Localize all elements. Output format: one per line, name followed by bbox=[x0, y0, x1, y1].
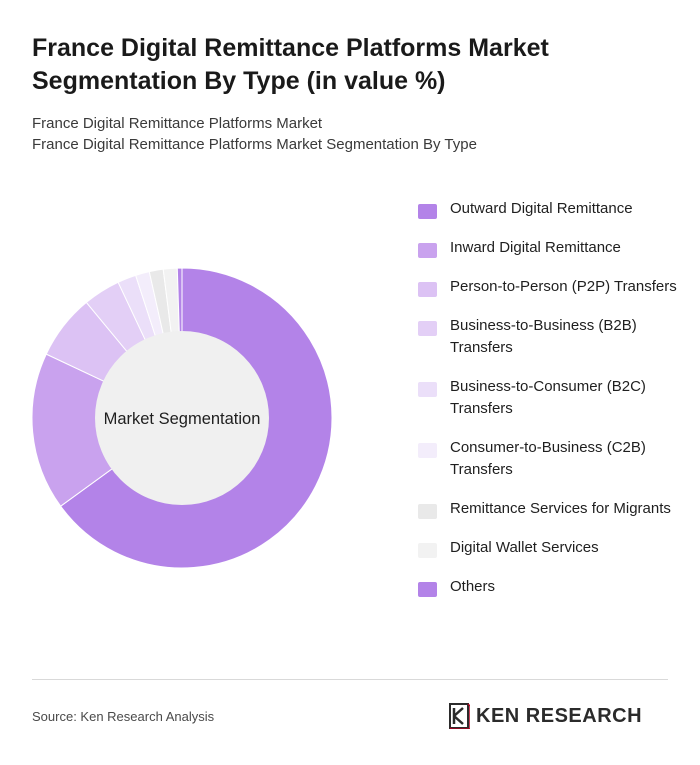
legend-swatch bbox=[418, 382, 437, 397]
legend-swatch bbox=[418, 321, 437, 336]
legend-item: Outward Digital Remittance bbox=[418, 198, 688, 220]
donut-chart: Market Segmentation bbox=[32, 268, 332, 568]
legend-label: Business-to-Consumer (B2C) Transfers bbox=[450, 378, 646, 417]
subtitle-line-market: France Digital Remittance Platforms Mark… bbox=[32, 115, 323, 132]
logo-text: KEN RESEARCH bbox=[476, 704, 643, 727]
legend-swatch bbox=[418, 504, 437, 519]
legend-swatch bbox=[418, 243, 437, 258]
ken-logo-icon bbox=[449, 703, 470, 729]
chart-title: France Digital Remittance Platforms Mark… bbox=[32, 34, 549, 95]
legend-item: Remittance Services for Migrants bbox=[418, 498, 688, 520]
legend-swatch bbox=[418, 582, 437, 597]
legend-item: Inward Digital Remittance bbox=[418, 237, 688, 259]
legend-swatch bbox=[418, 543, 437, 558]
legend-swatch bbox=[418, 282, 437, 297]
legend-label: Inward Digital Remittance bbox=[450, 239, 621, 256]
source-note: Source: Ken Research Analysis bbox=[32, 709, 215, 724]
legend-swatch bbox=[418, 204, 437, 219]
chart-legend: Outward Digital Remittance Inward Digital… bbox=[418, 198, 688, 615]
donut-hole bbox=[95, 331, 269, 505]
footer-divider bbox=[32, 679, 668, 680]
legend-label: Outward Digital Remittance bbox=[450, 200, 633, 217]
legend-item: Business-to-Consumer (B2C) Transfers bbox=[418, 376, 688, 420]
subtitle-line-segmentation: France Digital Remittance Platforms Mark… bbox=[32, 136, 477, 153]
legend-item: Person-to-Person (P2P) Transfers bbox=[418, 276, 688, 298]
legend-label: Person-to-Person (P2P) Transfers bbox=[450, 278, 677, 295]
ken-research-logo: KEN RESEARCH bbox=[448, 703, 642, 729]
legend-label: Consumer-to-Business (C2B) Transfers bbox=[450, 439, 646, 478]
legend-label: Others bbox=[450, 578, 496, 595]
legend-item: Business-to-Business (B2B) Transfers bbox=[418, 315, 688, 359]
legend-label: Remittance Services for Migrants bbox=[450, 500, 671, 517]
legend-label: Business-to-Business (B2B) Transfers bbox=[450, 317, 637, 356]
center-label: Market Segmentation bbox=[104, 410, 261, 428]
legend-item: Consumer-to-Business (C2B) Transfers bbox=[418, 437, 688, 481]
legend-item: Digital Wallet Services bbox=[418, 537, 688, 559]
legend-label: Digital Wallet Services bbox=[450, 539, 599, 556]
legend-item: Others bbox=[418, 576, 688, 598]
chart-subtitle: France Digital Remittance Platforms Mark… bbox=[32, 113, 652, 155]
legend-swatch bbox=[418, 443, 437, 458]
